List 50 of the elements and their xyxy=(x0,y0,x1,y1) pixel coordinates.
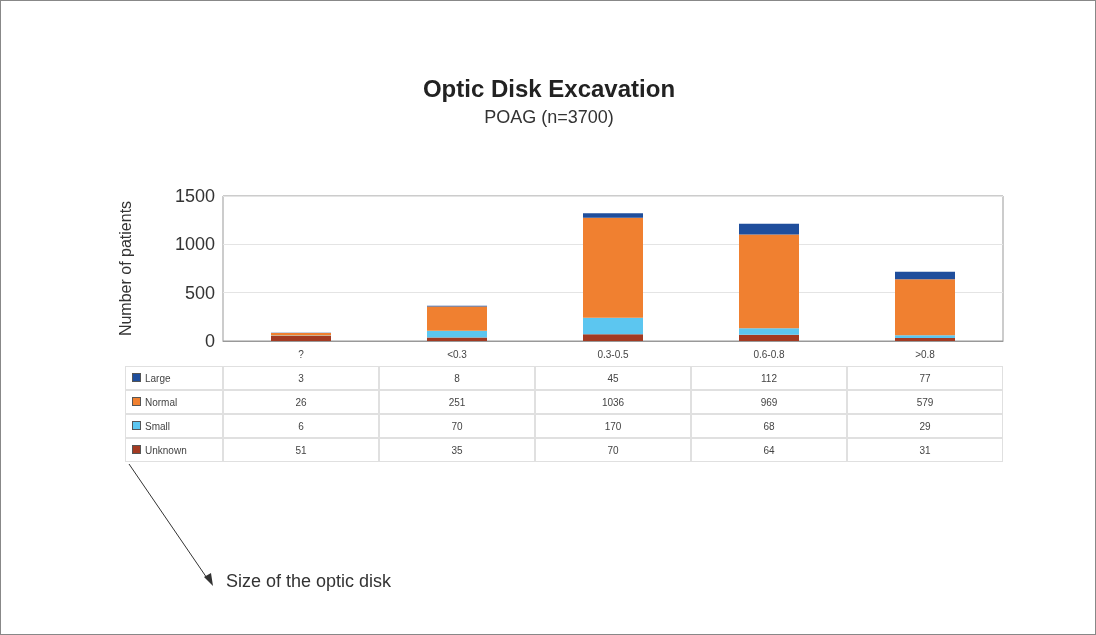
x-tick-label: 0.3-0.5 xyxy=(597,348,629,360)
data-label: 70 xyxy=(535,438,691,462)
y-tick-label: 1000 xyxy=(174,234,215,255)
bar xyxy=(427,306,487,331)
chart-subtitle: POAG (n=3700) xyxy=(484,107,614,127)
data-label: 112 xyxy=(691,366,847,390)
data-label: 68 xyxy=(691,414,847,438)
data-label: 170 xyxy=(535,414,691,438)
data-label: 6 xyxy=(223,414,379,438)
bar xyxy=(427,330,487,338)
x-tick-label: <0.3 xyxy=(447,348,468,360)
x-tick-label: >0.8 xyxy=(915,348,936,360)
bar xyxy=(739,334,799,341)
bar xyxy=(583,213,643,218)
bar xyxy=(739,234,799,329)
data-label: 64 xyxy=(691,438,847,462)
data-label: 45 xyxy=(535,366,691,390)
bar xyxy=(271,336,331,341)
data-label: 77 xyxy=(847,366,1003,390)
data-label: 3 xyxy=(223,366,379,390)
data-label: 1036 xyxy=(535,390,691,414)
bar xyxy=(739,223,799,235)
y-tick-label: 1500 xyxy=(174,186,215,206)
data-label: 51 xyxy=(223,438,379,462)
bar xyxy=(583,217,643,318)
bar xyxy=(739,328,799,335)
data-label: 969 xyxy=(691,390,847,414)
y-axis-title: Number of patients xyxy=(116,200,134,337)
y-tick-label: 500 xyxy=(184,282,215,303)
data-label: 26 xyxy=(223,390,379,414)
data-label: 251 xyxy=(379,390,535,414)
x-tick-label: 0.6-0.8 xyxy=(753,348,785,360)
data-label: 579 xyxy=(847,390,1003,414)
data-label: 31 xyxy=(847,438,1003,462)
data-label: 8 xyxy=(379,366,535,390)
bar xyxy=(583,334,643,341)
legend-label: Normal xyxy=(125,390,223,414)
bar xyxy=(895,271,955,280)
data-label: 35 xyxy=(379,438,535,462)
data-label: 29 xyxy=(847,414,1003,438)
bar xyxy=(895,279,955,336)
x-tick-label: ? xyxy=(298,348,305,360)
bar xyxy=(583,317,643,335)
legend-label: Large xyxy=(125,366,223,390)
legend-label: Small xyxy=(125,414,223,438)
chart-title: Optic Disk Excavation xyxy=(422,74,676,102)
text: Size of the optic disk xyxy=(226,571,392,592)
y-tick-label: 0 xyxy=(204,331,215,351)
data-label: 70 xyxy=(379,414,535,438)
legend-label: Unknown xyxy=(125,438,223,462)
